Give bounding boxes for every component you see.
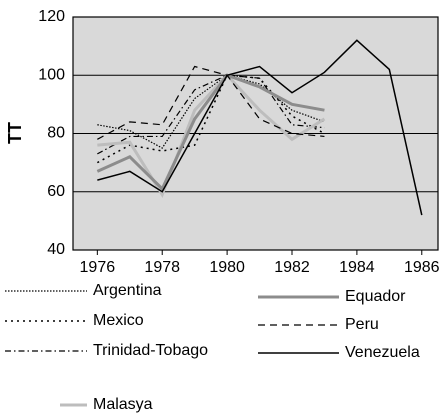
y-tick-label: 100: [38, 66, 65, 83]
y-tick-label: 60: [47, 183, 65, 200]
legend-label: Mexico: [93, 312, 144, 329]
series-line: [97, 65, 325, 140]
y-tick-label: 120: [38, 8, 65, 25]
series-line: [97, 73, 326, 199]
series-line: [97, 74, 325, 149]
legend-label: Malasya: [93, 396, 153, 413]
legend-label: Equador: [345, 288, 406, 305]
x-tick-label: 1980: [209, 259, 245, 276]
legend-label: Peru: [345, 316, 379, 333]
y-tick-label: 40: [47, 241, 65, 258]
y-axis-label: TT: [5, 122, 25, 144]
legend-label: Venezuela: [345, 344, 420, 361]
legend-label: Trinidad-Tobago: [93, 342, 208, 359]
x-tick-label: 1986: [404, 259, 440, 276]
legend-label: Argentina: [93, 282, 162, 299]
x-tick-label: 1978: [144, 259, 180, 276]
plot-frame: [72, 16, 439, 251]
series-line: [96, 73, 325, 192]
series-line: [97, 74, 325, 155]
y-tick-label: 80: [47, 125, 65, 142]
x-tick-label: 1982: [274, 259, 310, 276]
x-tick-label: 1976: [80, 259, 116, 276]
series-line: [97, 39, 423, 216]
series-line: [96, 74, 325, 164]
x-tick-label: 1984: [339, 259, 375, 276]
